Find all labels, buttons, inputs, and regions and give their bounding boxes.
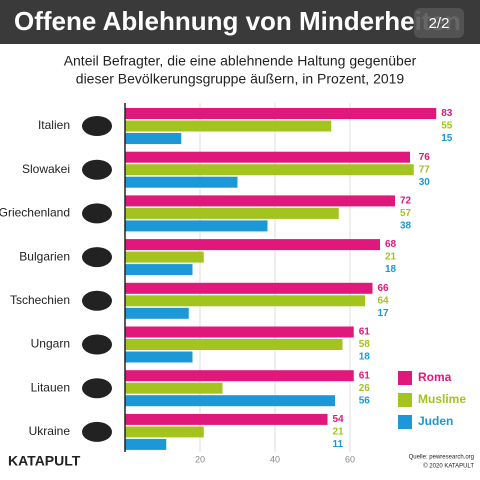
bar (125, 108, 437, 119)
category-label: Bulgarien (19, 249, 70, 263)
category-label: Slowakei (22, 162, 70, 176)
value-label: 83 (441, 108, 453, 119)
country-icon (82, 203, 112, 224)
value-label: 61 (359, 327, 371, 338)
bar (125, 426, 204, 438)
value-label: 11 (333, 439, 344, 450)
value-label: 55 (441, 121, 453, 132)
category-label: Tschechien (10, 293, 70, 307)
bar (125, 207, 339, 219)
x-tick-label: 60 (345, 454, 355, 464)
value-label: 54 (333, 414, 345, 425)
value-label: 61 (359, 370, 371, 381)
bar (125, 282, 373, 294)
value-label: 72 (400, 196, 412, 207)
country-icon (82, 159, 112, 180)
category-label: Ungarn (31, 337, 70, 351)
subtitle: dieser Bevölkerungsgruppe äußern, in Pro… (76, 71, 405, 87)
bar (125, 370, 354, 382)
value-label: 18 (385, 264, 397, 275)
bar (125, 382, 223, 394)
x-tick-label: 40 (270, 454, 280, 464)
category-label: Griechenland (0, 206, 70, 220)
bar (125, 413, 328, 425)
value-label: 26 (359, 383, 371, 394)
page-indicator: 2/2 (429, 15, 450, 32)
legend-swatch (398, 415, 412, 429)
category-label: Ukraine (29, 424, 71, 438)
legend-swatch (398, 371, 412, 385)
bar (125, 438, 167, 450)
country-icon (82, 247, 112, 268)
bar (125, 239, 380, 251)
value-label: 57 (400, 208, 412, 219)
value-label: 66 (378, 283, 390, 294)
bar (125, 264, 193, 276)
bar (125, 295, 365, 307)
subtitle: Anteil Befragter, die eine ablehnende Ha… (64, 53, 417, 69)
bar (125, 133, 182, 144)
value-label: 64 (378, 295, 390, 306)
value-label: 68 (385, 239, 397, 250)
legend-label: Roma (418, 370, 452, 384)
value-label: 38 (400, 221, 412, 232)
value-label: 21 (333, 427, 345, 438)
value-label: 58 (359, 339, 371, 350)
bar (125, 151, 410, 163)
category-label: Italien (38, 118, 70, 132)
legend-label: Muslime (418, 392, 466, 406)
brand-logo: KATAPULT (8, 453, 81, 469)
legend-label: Juden (418, 414, 453, 428)
bar (125, 307, 189, 319)
legend-swatch (398, 393, 412, 407)
value-label: 18 (359, 352, 371, 363)
country-icon (82, 290, 112, 311)
bar (125, 251, 204, 263)
value-label: 56 (359, 395, 371, 406)
bar (125, 395, 335, 407)
bar (125, 220, 268, 232)
value-label: 30 (419, 177, 431, 188)
copyright: © 2020 KATAPULT (423, 463, 474, 470)
country-icon (82, 378, 112, 399)
x-tick-label: 20 (195, 454, 205, 464)
bar (125, 195, 395, 207)
title-bar (0, 0, 480, 44)
category-label: Litauen (31, 380, 70, 394)
bar (125, 120, 332, 132)
country-icon (82, 116, 112, 136)
chart-title: Offene Ablehnung von Minderheiten (14, 6, 461, 36)
bar (125, 176, 238, 188)
bar (125, 351, 193, 363)
value-label: 15 (441, 133, 453, 144)
value-label: 21 (385, 252, 397, 263)
bar (125, 326, 354, 338)
country-icon (82, 334, 112, 355)
value-label: 17 (378, 308, 390, 319)
country-icon (82, 421, 112, 442)
bar (125, 339, 343, 350)
value-label: 76 (419, 152, 431, 163)
value-label: 77 (419, 164, 431, 175)
source: Quelle: pewresearch.org (409, 455, 474, 461)
page-badge (414, 8, 464, 38)
bar (125, 164, 414, 176)
